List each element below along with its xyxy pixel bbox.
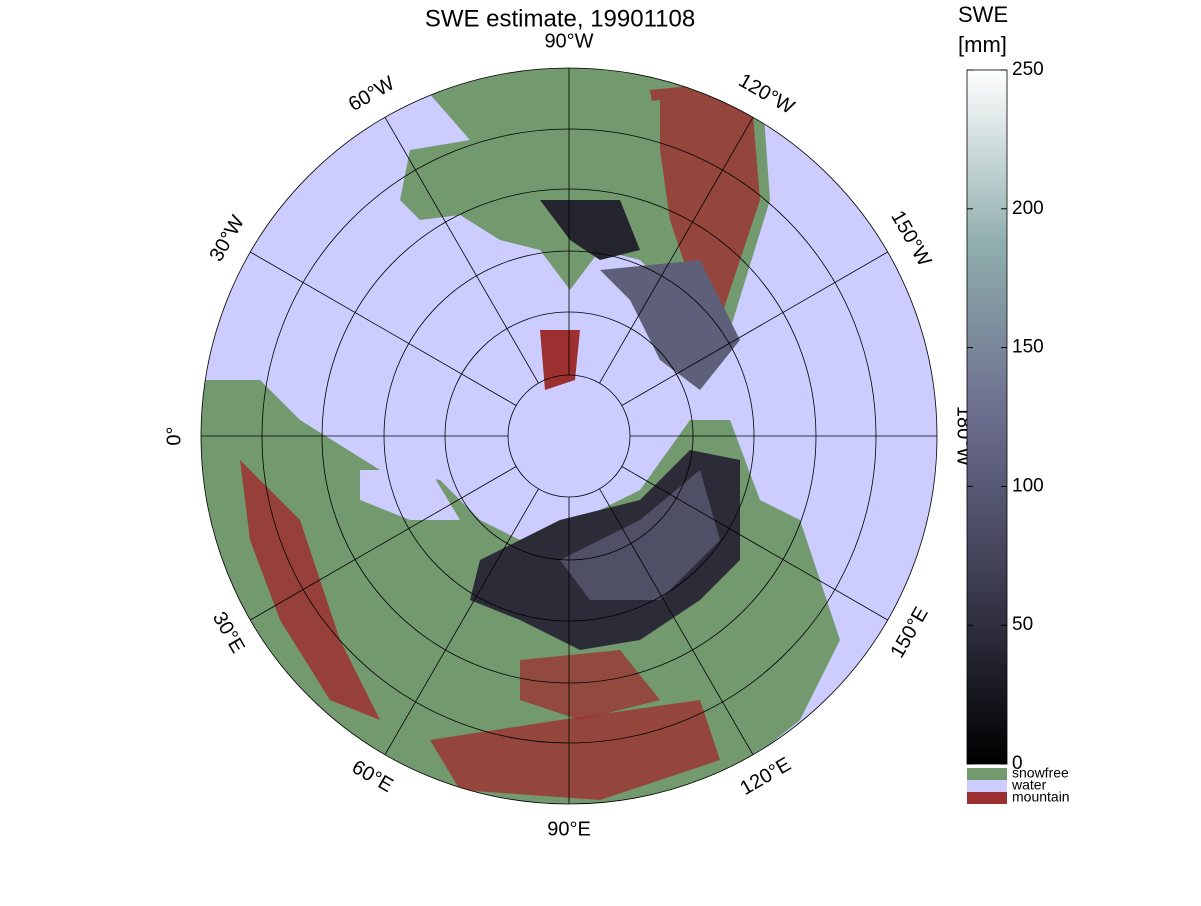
longitude-label: 120°E — [736, 753, 794, 799]
colorbar-ticks: 0 50 100 150 200 250 — [967, 59, 1044, 774]
legend-swatch — [967, 780, 1007, 792]
colorbar-tick-label: 200 — [1012, 198, 1044, 219]
colorbar-tick-label: 250 — [1012, 59, 1044, 80]
meridian — [599, 117, 754, 384]
colorbar-tick-label: 50 — [1012, 614, 1033, 635]
colorbar-label: SWE — [958, 2, 1008, 27]
longitude-label: 60°E — [348, 756, 397, 797]
map-title: SWE estimate, 19901108 — [425, 5, 695, 32]
map-disc — [201, 68, 937, 804]
colorbar-tick-label: 0 — [1012, 753, 1023, 774]
legend-label: snowfree — [1012, 765, 1069, 781]
colorbar-label: [mm] — [958, 32, 1007, 57]
legend-swatch — [967, 792, 1007, 804]
colorbar-tick-label: 150 — [1012, 337, 1044, 358]
meridian — [384, 488, 539, 755]
map-frame — [200, 67, 938, 805]
longitude-label: 90°W — [544, 30, 593, 52]
meridian — [250, 466, 517, 621]
legend-label: mountain — [1012, 789, 1070, 805]
longitude-label: 120°W — [735, 70, 798, 119]
longitude-label: 150°W — [886, 207, 935, 270]
graticule — [201, 68, 937, 804]
meridian — [599, 488, 754, 755]
legend-swatch — [967, 768, 1007, 780]
longitude-label: 30°W — [205, 212, 249, 266]
meridian — [621, 466, 888, 621]
meridian — [250, 251, 517, 406]
longitude-label: 60°W — [345, 72, 399, 116]
longitude-label: 30°E — [208, 608, 249, 657]
legend-label: water — [1011, 777, 1047, 793]
longitude-label: 150°E — [886, 603, 932, 661]
meridian — [384, 117, 539, 384]
longitude-label: 0° — [163, 426, 185, 445]
longitude-label: 90°E — [547, 818, 591, 840]
colorbar-tick-label: 100 — [1012, 475, 1044, 496]
meridian — [621, 251, 888, 406]
colorbar — [966, 69, 1008, 765]
